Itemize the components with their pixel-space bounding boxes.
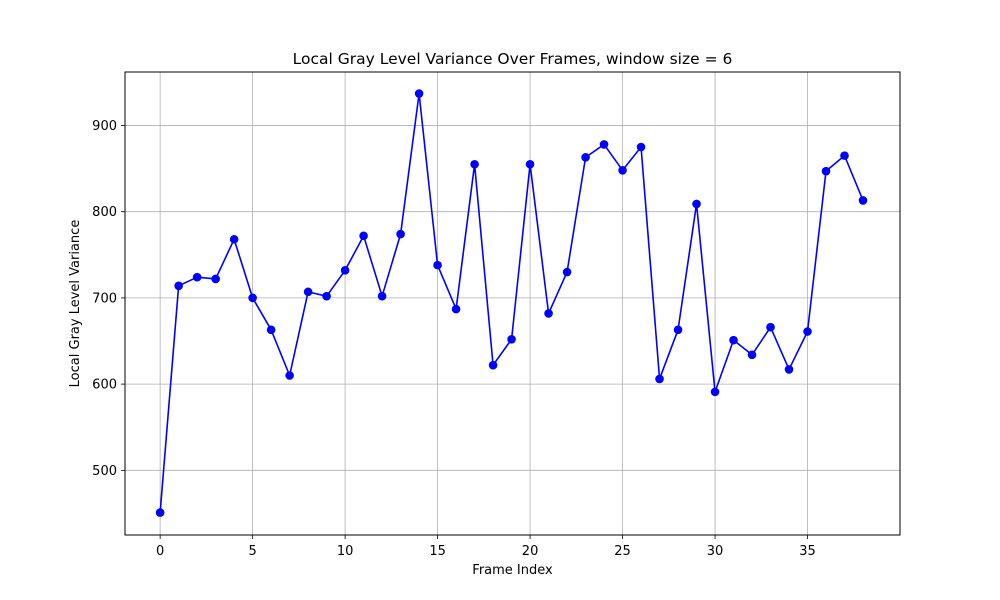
data-point [655, 374, 664, 384]
x-tick-label: 10 [337, 544, 354, 559]
data-point [211, 274, 220, 284]
data-point [359, 231, 368, 241]
x-tick-label: 15 [429, 544, 446, 559]
chart-title: Local Gray Level Variance Over Frames, w… [293, 50, 733, 68]
data-point [266, 325, 276, 335]
data-point [396, 229, 405, 239]
data-point [766, 322, 775, 332]
data-point [340, 266, 350, 275]
data-point [451, 304, 461, 314]
data-point [433, 260, 442, 270]
data-point [803, 327, 812, 336]
plot-area-frame [124, 71, 901, 536]
data-point [784, 365, 794, 374]
series-layer [155, 89, 868, 517]
data-point [710, 387, 720, 397]
data-point [322, 291, 331, 301]
data-point [562, 267, 572, 277]
data-point [303, 287, 313, 297]
x-tick-label: 25 [614, 544, 631, 559]
x-tick-label: 0 [156, 544, 164, 559]
data-point [192, 272, 202, 282]
data-point [174, 281, 183, 291]
x-tick-label: 20 [522, 544, 539, 559]
data-point [858, 196, 868, 205]
y-tick-label: 800 [92, 205, 117, 220]
data-point [599, 140, 609, 149]
data-point [414, 89, 424, 98]
data-point [229, 234, 239, 244]
x-tick-label: 30 [707, 544, 724, 559]
data-point [525, 159, 535, 169]
y-tick-label: 600 [92, 378, 117, 393]
data-point [747, 350, 757, 360]
data-point [692, 199, 701, 209]
data-point [729, 335, 738, 345]
y-tick-label: 500 [92, 464, 117, 479]
data-point [673, 325, 683, 335]
y-tick-label: 900 [92, 119, 117, 134]
data-point [618, 165, 627, 175]
x-tick-label: 35 [799, 544, 816, 559]
data-point [544, 309, 553, 318]
y-axis-label: Local Gray Level Variance [68, 220, 83, 388]
data-point [377, 291, 387, 301]
data-point [470, 159, 479, 169]
data-point [488, 360, 498, 370]
data-point [840, 151, 849, 160]
data-point [248, 293, 257, 303]
axis-ticks: 0 5 10 15 20 25 30 35 500 600 700 800 900 [92, 119, 816, 559]
y-tick-label: 700 [92, 291, 117, 306]
data-point [636, 142, 646, 152]
x-tick-label: 5 [248, 544, 256, 559]
data-point [285, 371, 294, 380]
x-axis-label: Frame Index [472, 563, 553, 578]
data-point [507, 334, 516, 344]
data-point [581, 153, 590, 162]
data-point [821, 166, 831, 176]
data-point [155, 508, 165, 517]
